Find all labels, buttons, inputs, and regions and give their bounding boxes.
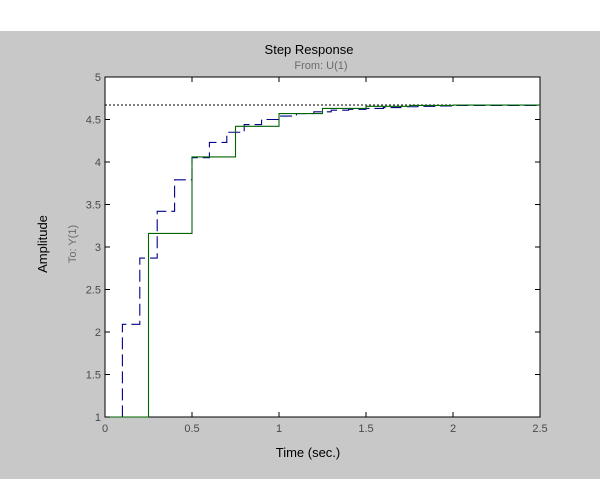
ticks-layer: 0 0.5 1 1.5 2 2.5 1 1.5 2 2.5 3 3.5 4 4.5 5 [86, 72, 548, 435]
chart-title: Step Response [265, 42, 354, 57]
figure-background: 0 0.5 1 1.5 2 2.5 1 1.5 2 2.5 3 3.5 4 4.5 5 Step Respo… [0, 31, 600, 479]
y-tick-label: 4 [95, 157, 101, 169]
x-tick-label: 1 [276, 423, 282, 435]
x-tick-label: 1.5 [358, 423, 373, 435]
y-tick-label: 2.5 [86, 285, 101, 297]
x-tick-label: 2 [450, 423, 456, 435]
y-tick-label: 3.5 [86, 200, 101, 212]
series-line-1 [105, 104, 540, 418]
y-tick-label: 3 [95, 242, 101, 254]
chart-subtitle: From: U(1) [294, 60, 347, 72]
plot-area [104, 76, 541, 418]
y-tick-label: 2 [95, 327, 101, 339]
x-tick-label: 2.5 [532, 423, 547, 435]
y-axis-secondary-label: To: Y(1) [67, 225, 79, 263]
y-axis-label: Amplitude [35, 215, 50, 273]
series-line-2 [105, 104, 540, 418]
x-tick-label: 0.5 [184, 423, 199, 435]
series-layer [105, 104, 540, 418]
y-tick-label: 4.5 [86, 115, 101, 127]
x-tick-label: 0 [102, 423, 108, 435]
y-tick-label: 5 [95, 72, 101, 84]
y-tick-label: 1.5 [86, 370, 101, 382]
x-axis-label: Time (sec.) [276, 445, 341, 460]
step-response-chart: 0 0.5 1 1.5 2 2.5 1 1.5 2 2.5 3 3.5 4 4.5 5 Step Respo… [35, 42, 548, 460]
y-tick-label: 1 [95, 412, 101, 424]
